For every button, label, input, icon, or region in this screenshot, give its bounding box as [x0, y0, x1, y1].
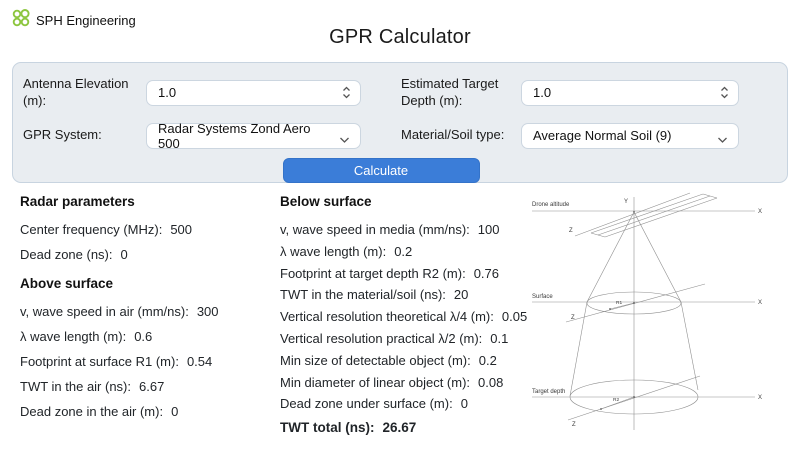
result-row: TWT in the air (ns): 6.67	[20, 379, 165, 394]
twt-total-row: TWT total (ns): 26.67	[280, 420, 532, 435]
result-row: TWT in the material/soil (ns): 20	[280, 287, 469, 303]
antenna-elevation-label: Antenna Elevation (m):	[23, 76, 129, 108]
z-axis-label: Z	[571, 315, 575, 321]
stepper-up-down-icon[interactable]	[342, 81, 351, 105]
twt-total-value: 26.67	[382, 420, 417, 436]
result-row: Min size of detectable object (m): 0.2	[280, 352, 497, 368]
result-row: v, wave speed in media (mm/ns): 100	[280, 222, 500, 237]
below-surface-rows: v, wave speed in media (mm/ns): 100 λ wav…	[280, 219, 532, 415]
material-soil-label: Material/Soil type:	[401, 127, 505, 143]
antenna-elevation-input[interactable]	[158, 85, 334, 101]
result-row: Dead zone under surface (m): 0	[280, 396, 468, 412]
z-axis-label: Z	[572, 422, 576, 428]
stepper-up-down-icon[interactable]	[720, 81, 729, 105]
above-surface-rows: v, wave speed in air (mm/ns): 300 λ wave …	[20, 299, 272, 424]
result-row: Min diameter of linear object (m): 0.08	[280, 374, 504, 390]
gpr-system-select[interactable]: Radar Systems Zond Aero 500	[146, 120, 361, 151]
x-axis-label: X	[758, 395, 762, 401]
radar-parameters-heading: Radar parameters	[20, 194, 135, 209]
result-row: Center frequency (MHz): 500	[20, 222, 193, 237]
result-row: Dead zone (ns): 0	[20, 247, 128, 262]
x-axis-label: X	[758, 209, 762, 215]
result-row: v, wave speed in air (mm/ns): 300	[20, 304, 219, 319]
gpr-system-label: GPR System:	[23, 127, 102, 143]
radar-parameters-column: Radar parameters Center frequency (MHz):…	[20, 195, 272, 424]
drone-altitude-label: Drone altitude	[532, 202, 570, 208]
material-soil-select[interactable]: Average Normal Soil (9)	[521, 122, 739, 149]
y-axis-label: Y	[624, 199, 628, 205]
antenna-elevation-field[interactable]	[146, 79, 361, 106]
below-surface-heading: Below surface	[280, 194, 372, 209]
below-surface-column: Below surface v, wave speed in media (mm…	[280, 194, 532, 436]
z-axis-label: Z	[569, 228, 573, 234]
calculate-button[interactable]: Calculate	[282, 157, 480, 183]
estimated-target-depth-label: Estimated Target Depth (m):	[401, 76, 499, 108]
result-row: Footprint at target depth R2 (m): 0.76	[280, 265, 500, 281]
result-row: Dead zone in the air (m): 0	[20, 404, 179, 419]
estimated-target-depth-input[interactable]	[533, 85, 712, 101]
target-depth-label: Target depth	[532, 389, 565, 395]
above-surface-heading: Above surface	[20, 276, 114, 291]
r2-label: R2	[613, 397, 619, 403]
gpr-system-value: Radar Systems Zond Aero 500	[158, 120, 311, 151]
chevron-down-icon	[717, 132, 728, 147]
chevron-down-icon	[339, 132, 350, 147]
page-title: GPR Calculator	[329, 26, 471, 48]
radar-parameters-rows: Center frequency (MHz): 500 Dead zone (ns…	[20, 217, 272, 267]
twt-total-label: TWT total (ns):	[280, 420, 375, 436]
brand-name: SPH Engineering	[36, 13, 136, 28]
result-row: λ wave length (m): 0.6	[20, 329, 153, 344]
result-row: λ wave length (m): 0.2	[280, 243, 413, 259]
result-row: Vertical resolution theoretical λ/4 (m):…	[280, 309, 528, 325]
estimated-target-depth-field[interactable]	[521, 79, 739, 106]
calculator-form-panel: Antenna Elevation (m): Estimated Target …	[12, 62, 788, 183]
surface-label: Surface	[532, 294, 553, 300]
x-axis-label: X	[758, 300, 762, 306]
result-row: Footprint at surface R1 (m): 0.54	[20, 354, 213, 369]
gpr-cone-diagram: Y Drone altitude X Z Surface X Z R1 Targ…	[532, 192, 762, 430]
r1-label: R1	[616, 300, 622, 306]
brand: SPH Engineering	[12, 9, 136, 32]
result-row: Vertical resolution practical λ/2 (m): 0.…	[280, 330, 509, 346]
sph-logo-icon	[12, 9, 30, 32]
material-soil-value: Average Normal Soil (9)	[533, 128, 672, 144]
